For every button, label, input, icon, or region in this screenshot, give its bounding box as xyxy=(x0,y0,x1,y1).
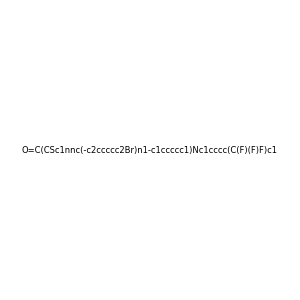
Text: O=C(CSc1nnc(-c2ccccc2Br)n1-c1ccccc1)Nc1cccc(C(F)(F)F)c1: O=C(CSc1nnc(-c2ccccc2Br)n1-c1ccccc1)Nc1c… xyxy=(22,146,278,154)
